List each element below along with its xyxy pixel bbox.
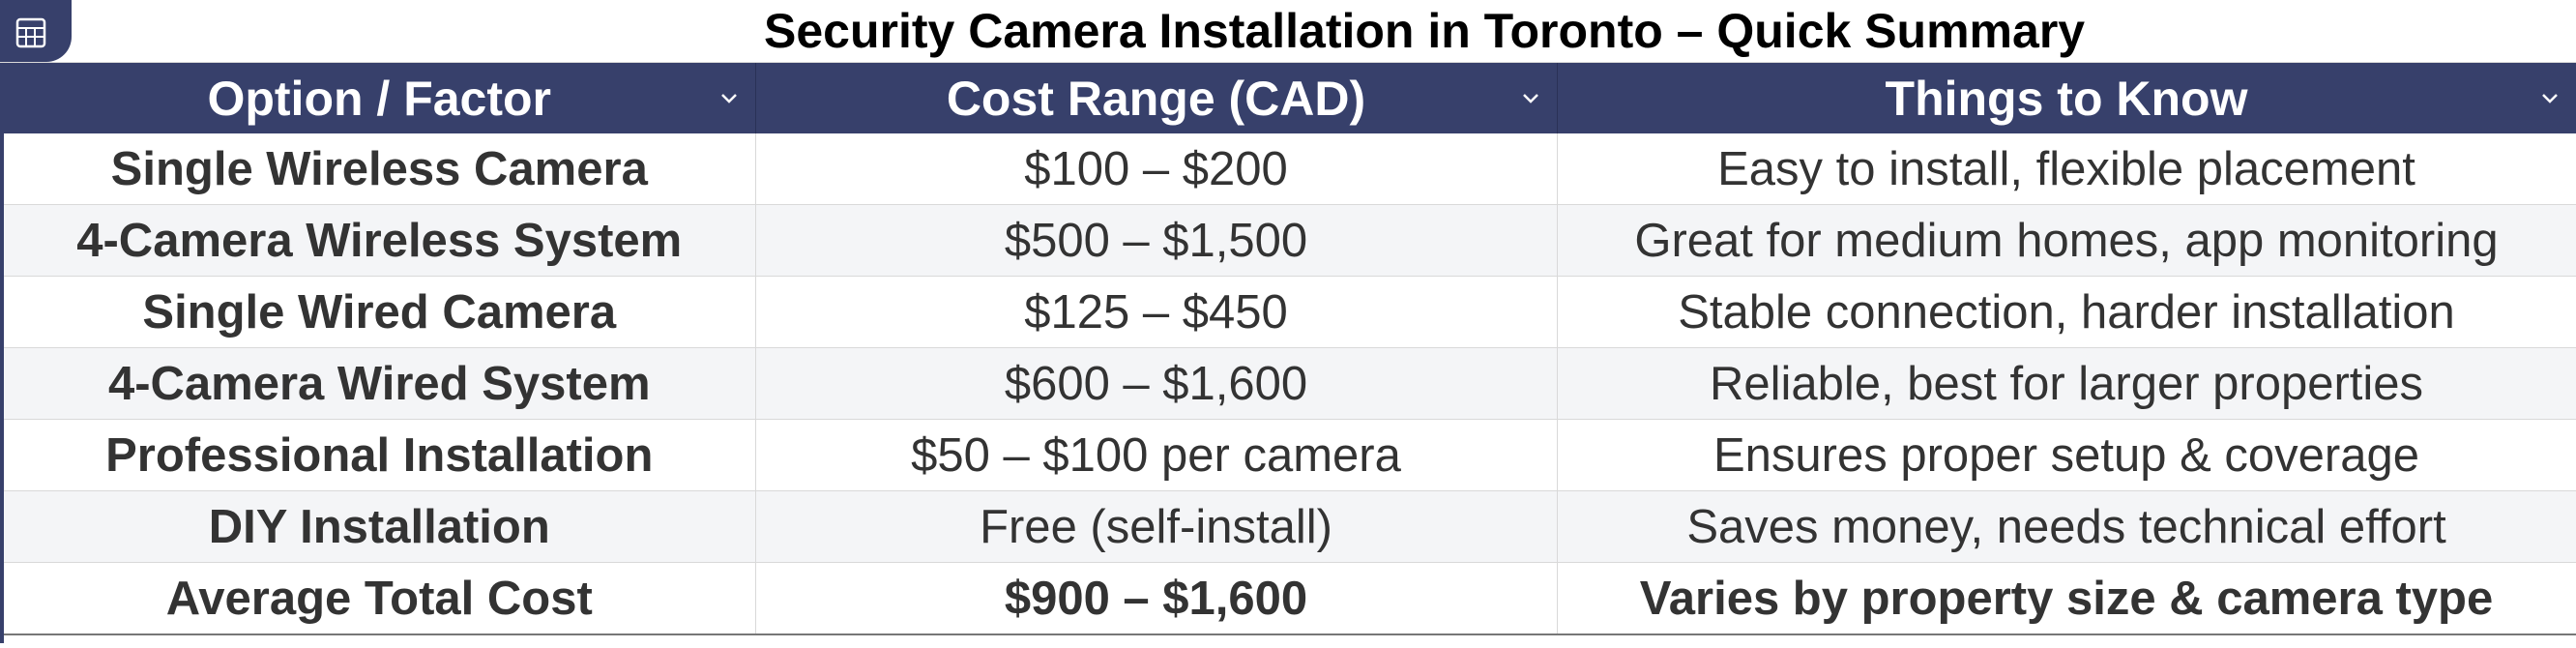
- chevron-down-icon[interactable]: [717, 86, 742, 111]
- column-header-option[interactable]: Option / Factor: [4, 63, 756, 133]
- summary-table: Option / Factor Cost Range (CAD) Things …: [4, 63, 2576, 635]
- cell-notes[interactable]: Varies by property size & camera type: [1557, 562, 2576, 635]
- table-row: Professional Installation $50 – $100 per…: [4, 419, 2576, 491]
- chevron-down-icon[interactable]: [2537, 86, 2562, 111]
- sheet-title: Security Camera Installation in Toronto …: [764, 4, 2086, 58]
- cell-option[interactable]: Average Total Cost: [4, 562, 756, 635]
- column-header-notes[interactable]: Things to Know: [1557, 63, 2576, 133]
- table-row: 4-Camera Wired System $600 – $1,600 Reli…: [4, 347, 2576, 420]
- cell-cost[interactable]: Free (self-install): [755, 490, 1558, 563]
- cell-option[interactable]: Professional Installation: [4, 419, 756, 491]
- cell-notes[interactable]: Great for medium homes, app monitoring: [1557, 204, 2576, 277]
- cell-notes[interactable]: Reliable, best for larger properties: [1557, 347, 2576, 420]
- cell-notes[interactable]: Stable connection, harder installation: [1557, 276, 2576, 348]
- table-row: Single Wired Camera $125 – $450 Stable c…: [4, 276, 2576, 348]
- column-header-label: Cost Range (CAD): [946, 71, 1366, 126]
- title-row: Security Camera Installation in Toronto …: [0, 0, 2576, 63]
- cell-cost[interactable]: $125 – $450: [755, 276, 1558, 348]
- cell-notes[interactable]: Easy to install, flexible placement: [1557, 133, 2576, 205]
- cell-option[interactable]: Single Wireless Camera: [4, 133, 756, 205]
- table-row: DIY Installation Free (self-install) Sav…: [4, 490, 2576, 563]
- row-gutter: [0, 63, 4, 643]
- column-header-cost[interactable]: Cost Range (CAD): [755, 63, 1558, 133]
- chevron-down-icon[interactable]: [1518, 86, 1543, 111]
- table-row: Single Wireless Camera $100 – $200 Easy …: [4, 133, 2576, 205]
- cell-cost[interactable]: $100 – $200: [755, 133, 1558, 205]
- column-header-label: Things to Know: [1885, 71, 2248, 126]
- cell-cost[interactable]: $50 – $100 per camera: [755, 419, 1558, 491]
- table-row: 4-Camera Wireless System $500 – $1,500 G…: [4, 204, 2576, 277]
- cell-option[interactable]: DIY Installation: [4, 490, 756, 563]
- cell-cost[interactable]: $500 – $1,500: [755, 204, 1558, 277]
- cell-option[interactable]: 4-Camera Wired System: [4, 347, 756, 420]
- cell-option[interactable]: Single Wired Camera: [4, 276, 756, 348]
- column-header-label: Option / Factor: [207, 71, 552, 126]
- spreadsheet-icon[interactable]: [0, 0, 72, 62]
- total-row: Average Total Cost $900 – $1,600 Varies …: [4, 562, 2576, 635]
- cell-option[interactable]: 4-Camera Wireless System: [4, 204, 756, 277]
- header-row: Option / Factor Cost Range (CAD) Things …: [4, 63, 2576, 133]
- cell-notes[interactable]: Saves money, needs technical effort: [1557, 490, 2576, 563]
- calculator-icon: [15, 17, 46, 48]
- cell-cost[interactable]: $600 – $1,600: [755, 347, 1558, 420]
- cell-cost[interactable]: $900 – $1,600: [755, 562, 1558, 635]
- cell-notes[interactable]: Ensures proper setup & coverage: [1557, 419, 2576, 491]
